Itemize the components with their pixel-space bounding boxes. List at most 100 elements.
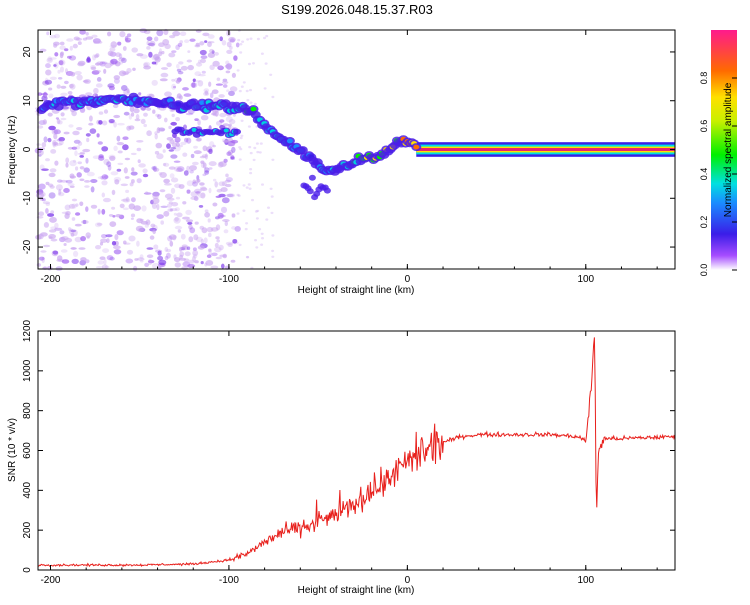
noise-blob xyxy=(199,182,205,186)
noise-blob xyxy=(179,95,183,100)
noise-blob xyxy=(197,119,201,126)
noise-blob xyxy=(59,179,68,183)
noise-blob xyxy=(117,162,124,166)
noise-blob xyxy=(103,258,107,265)
noise-blob xyxy=(204,90,209,95)
noise-blob xyxy=(48,236,53,239)
noise-blob xyxy=(166,203,173,208)
noise-blob xyxy=(143,29,151,35)
noise-blob xyxy=(45,69,52,76)
spectrogram-ridge xyxy=(36,92,675,201)
noise-blob xyxy=(138,92,142,96)
noise-blob xyxy=(116,168,122,172)
noise-blob xyxy=(66,38,74,42)
noise-blob xyxy=(210,265,219,269)
noise-blob xyxy=(45,181,50,186)
noise-blob xyxy=(196,137,202,142)
noise-blob xyxy=(65,179,73,184)
noise-blob xyxy=(121,198,129,202)
noise-blob xyxy=(46,31,50,36)
noise-blob xyxy=(179,254,184,259)
noise-blob xyxy=(60,236,69,241)
noise-blob xyxy=(113,121,117,128)
noise-blob xyxy=(108,85,115,91)
noise-blob xyxy=(59,45,66,50)
noise-blob xyxy=(64,80,69,85)
noise-blob xyxy=(189,38,196,42)
noise-blob xyxy=(249,101,253,104)
noise-blob xyxy=(124,37,132,43)
noise-blob xyxy=(246,256,250,259)
noise-blob xyxy=(256,209,260,213)
noise-blob xyxy=(242,184,246,187)
noise-blob xyxy=(146,247,154,250)
noise-blob xyxy=(106,255,114,261)
noise-blob xyxy=(240,134,244,137)
noise-blob xyxy=(89,128,97,134)
noise-blob xyxy=(67,91,73,95)
noise-blob xyxy=(185,219,194,223)
noise-blob xyxy=(239,51,243,54)
noise-blob xyxy=(249,168,253,171)
noise-blob xyxy=(77,141,83,146)
noise-blob xyxy=(222,253,227,259)
noise-blob xyxy=(222,219,230,222)
noise-blob xyxy=(80,257,87,262)
noise-blob xyxy=(123,167,128,174)
colorbar: 0.0 0.2 0.4 0.6 0.8 Normalized spectral ampl… xyxy=(699,30,737,276)
noise-blob xyxy=(211,50,215,54)
noise-blob xyxy=(154,56,161,63)
noise-blob xyxy=(194,260,199,264)
noise-blob xyxy=(121,85,128,91)
noise-blob xyxy=(39,149,44,156)
noise-blob xyxy=(49,57,57,60)
noise-blob xyxy=(166,143,171,149)
noise-blob xyxy=(48,87,53,91)
noise-blob xyxy=(256,150,260,154)
ridge-blob-core xyxy=(175,101,182,107)
noise-blob xyxy=(99,241,104,246)
noise-blob xyxy=(99,61,106,67)
noise-blob xyxy=(216,77,221,82)
noise-blob xyxy=(97,260,105,265)
noise-blob xyxy=(117,150,123,154)
snr-marks xyxy=(37,337,676,568)
noise-blob xyxy=(249,151,253,155)
noise-blob xyxy=(196,191,200,196)
noise-blob xyxy=(225,241,234,246)
noise-blob xyxy=(85,206,89,212)
noise-blob xyxy=(168,201,173,205)
noise-blob xyxy=(100,175,104,180)
noise-blob xyxy=(149,40,156,47)
noise-blob xyxy=(187,221,193,225)
noise-blob xyxy=(245,255,249,259)
noise-blob xyxy=(126,125,132,131)
noise-blob xyxy=(175,167,183,172)
noise-blob xyxy=(63,243,67,246)
noise-blob xyxy=(116,230,124,236)
noise-blob xyxy=(166,62,172,68)
noise-blob xyxy=(242,81,246,84)
noise-blob xyxy=(131,47,138,53)
noise-blob xyxy=(114,234,119,241)
ridge-blob-core xyxy=(250,106,257,112)
noise-blob xyxy=(111,241,117,246)
noise-blob xyxy=(174,207,180,212)
noise-blob xyxy=(240,119,244,123)
noise-blob xyxy=(145,191,149,195)
noise-blob xyxy=(192,161,199,166)
noise-blob xyxy=(111,189,116,196)
noise-blob xyxy=(141,205,147,212)
noise-blob xyxy=(204,212,211,218)
noise-blob xyxy=(158,172,163,176)
noise-blob xyxy=(49,34,57,39)
noise-blob xyxy=(163,162,170,167)
noise-blob xyxy=(107,31,112,37)
noise-blob xyxy=(51,129,59,135)
noise-blob xyxy=(204,170,210,175)
noise-blob xyxy=(96,133,100,138)
noise-blob xyxy=(171,50,177,53)
noise-blob xyxy=(200,160,205,164)
